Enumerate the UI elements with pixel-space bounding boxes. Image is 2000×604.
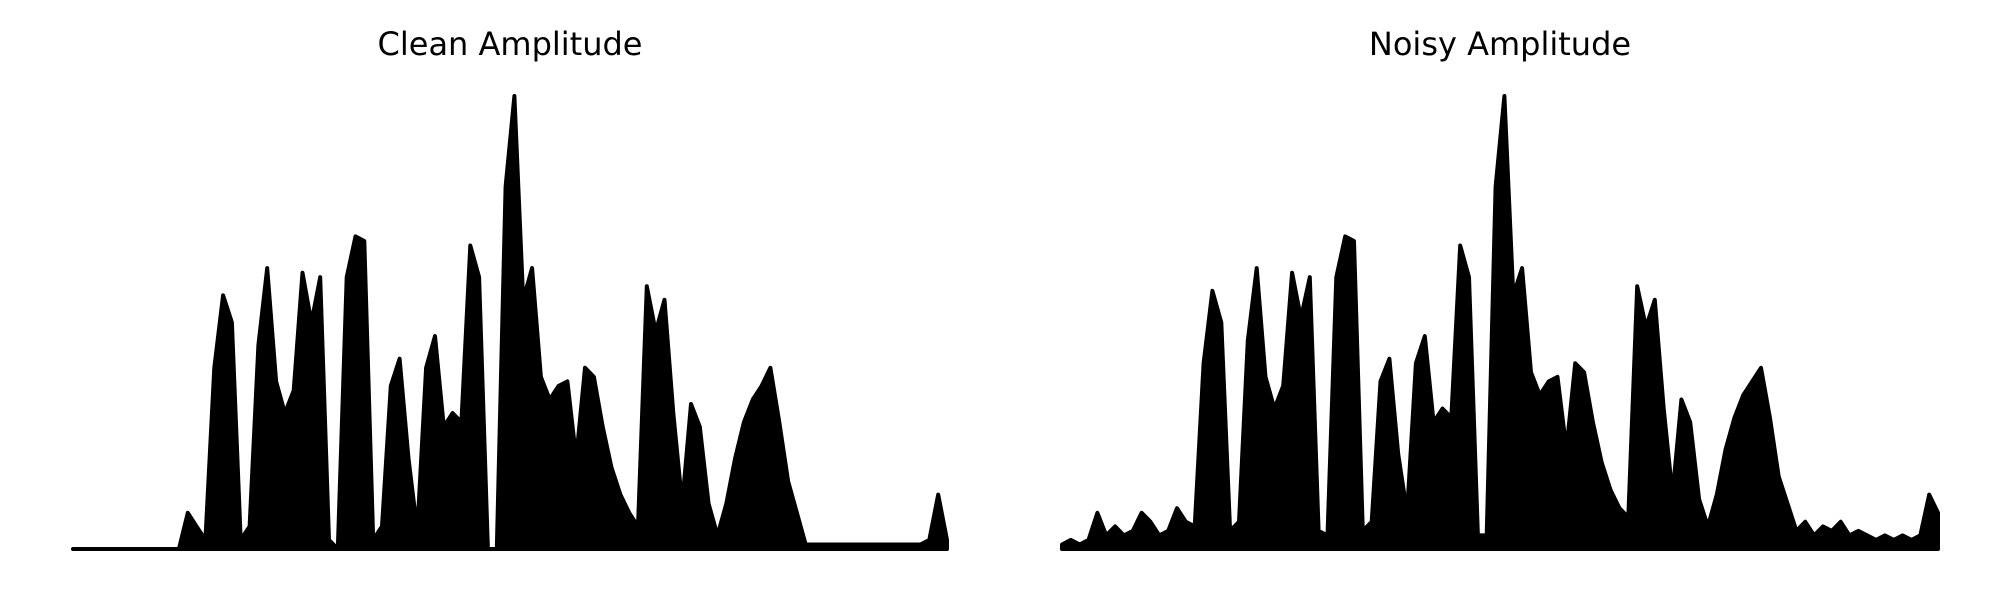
amplitude-area [71,94,949,551]
amplitude-area [1060,94,1940,551]
chart-title: Noisy Amplitude [1369,25,1631,63]
chart-title: Clean Amplitude [378,25,643,63]
